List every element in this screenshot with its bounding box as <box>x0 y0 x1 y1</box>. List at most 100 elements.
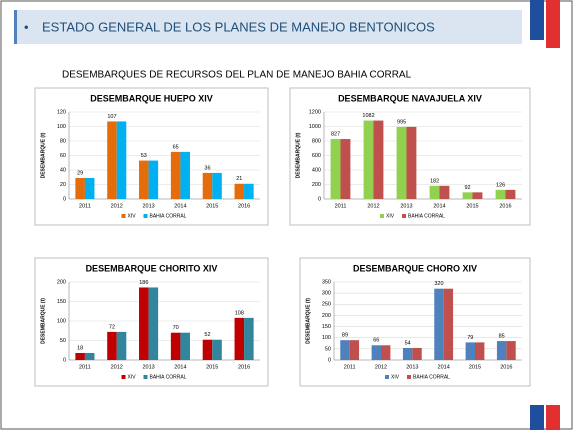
bar <box>429 185 440 199</box>
y-tick-label: 0 <box>63 357 66 363</box>
bar <box>202 172 213 199</box>
data-label: 79 <box>467 335 473 341</box>
bar <box>475 342 485 360</box>
data-label: 52 <box>204 332 210 338</box>
legend-label: BAHIA CORRAL <box>150 213 187 219</box>
bar <box>116 121 127 199</box>
legend-label: BAHIA CORRAL <box>413 374 450 380</box>
data-label: 1082 <box>362 113 374 119</box>
x-tick-label: 2016 <box>238 203 250 209</box>
y-tick-label: 1000 <box>309 124 321 130</box>
data-label: 70 <box>173 325 179 331</box>
y-tick-label: 0 <box>318 196 321 202</box>
x-tick-label: 2013 <box>142 203 154 209</box>
deco <box>530 405 544 430</box>
data-label: 72 <box>109 324 115 330</box>
x-tick-label: 2012 <box>375 364 387 370</box>
bar <box>107 331 117 360</box>
x-tick-label: 2012 <box>111 203 123 209</box>
bar <box>139 160 149 199</box>
y-tick-label: 20 <box>60 182 66 188</box>
data-label: 89 <box>342 333 348 339</box>
y-tick-label: 600 <box>312 153 321 159</box>
header-bar <box>14 10 522 44</box>
bar <box>139 287 149 360</box>
legend-label: BAHIA CORRAL <box>150 374 187 380</box>
x-tick-label: 2013 <box>142 364 154 370</box>
y-axis-label: DESEMBARQUE (t) <box>295 132 301 178</box>
bar <box>116 331 127 360</box>
deco <box>546 0 560 48</box>
legend-swatch <box>121 214 126 218</box>
y-tick-label: 150 <box>57 299 66 305</box>
bar <box>396 126 407 199</box>
data-label: 995 <box>397 119 406 125</box>
legend-label: XIV <box>128 374 137 380</box>
data-label: 126 <box>496 182 505 188</box>
data-label: 54 <box>405 340 411 346</box>
x-tick-label: 2016 <box>238 364 250 370</box>
legend-swatch <box>402 214 406 218</box>
data-label: 21 <box>236 176 242 182</box>
x-tick-label: 2011 <box>335 203 347 209</box>
bar <box>439 185 450 199</box>
chart-title: DESEMBARQUE NAVAJUELA XIV <box>338 93 482 103</box>
data-label: 108 <box>235 310 244 316</box>
y-tick-label: 0 <box>63 196 66 202</box>
legend-swatch <box>143 214 148 218</box>
bar <box>402 347 413 360</box>
bullet: • <box>24 19 29 34</box>
bar <box>170 151 181 199</box>
chart-title: DESEMBARQUE CHORO XIV <box>353 263 477 273</box>
bar <box>84 352 95 360</box>
y-tick-label: 60 <box>60 153 66 159</box>
y-tick-label: 100 <box>322 335 331 341</box>
bar <box>340 340 350 360</box>
bar <box>495 189 506 199</box>
data-label: 53 <box>141 153 147 159</box>
legend-label: XIV <box>386 213 395 219</box>
bar <box>465 342 475 360</box>
y-tick-label: 40 <box>60 167 66 173</box>
deco <box>546 405 560 430</box>
bar <box>148 160 159 199</box>
data-label: 65 <box>173 144 179 150</box>
legend-swatch <box>385 375 389 379</box>
y-tick-label: 100 <box>57 124 66 130</box>
bar <box>180 151 190 199</box>
data-label: 92 <box>464 185 470 191</box>
x-tick-label: 2011 <box>344 364 356 370</box>
bar <box>363 120 374 199</box>
chart-title: DESEMBARQUE HUEPO XIV <box>90 93 213 103</box>
x-tick-label: 2015 <box>469 364 481 370</box>
y-tick-label: 50 <box>325 346 331 352</box>
y-tick-label: 200 <box>312 182 321 188</box>
x-tick-label: 2011 <box>79 203 91 209</box>
data-label: 18 <box>77 345 83 351</box>
bar <box>148 287 159 360</box>
chart-box <box>34 87 269 226</box>
legend-label: XIV <box>391 374 400 380</box>
x-tick-label: 2014 <box>174 364 186 370</box>
data-label: 29 <box>77 170 83 176</box>
x-tick-label: 2014 <box>438 364 450 370</box>
bar <box>434 288 444 360</box>
y-tick-label: 150 <box>322 324 331 330</box>
y-tick-label: 350 <box>322 279 331 285</box>
x-tick-label: 2013 <box>400 203 412 209</box>
bar <box>170 332 181 360</box>
legend-swatch <box>407 375 411 379</box>
y-tick-label: 80 <box>60 138 66 144</box>
bar <box>244 317 254 360</box>
bar <box>107 121 117 199</box>
bar <box>496 341 507 360</box>
y-axis-label: DESEMBARQUE (t) <box>40 132 46 178</box>
data-label: 827 <box>331 131 340 137</box>
x-tick-label: 2012 <box>367 203 379 209</box>
bar <box>84 177 95 199</box>
legend-swatch <box>143 375 148 379</box>
subtitle: DESEMBARQUES DE RECURSOS DEL PLAN DE MAN… <box>62 70 412 81</box>
bar <box>406 126 417 199</box>
